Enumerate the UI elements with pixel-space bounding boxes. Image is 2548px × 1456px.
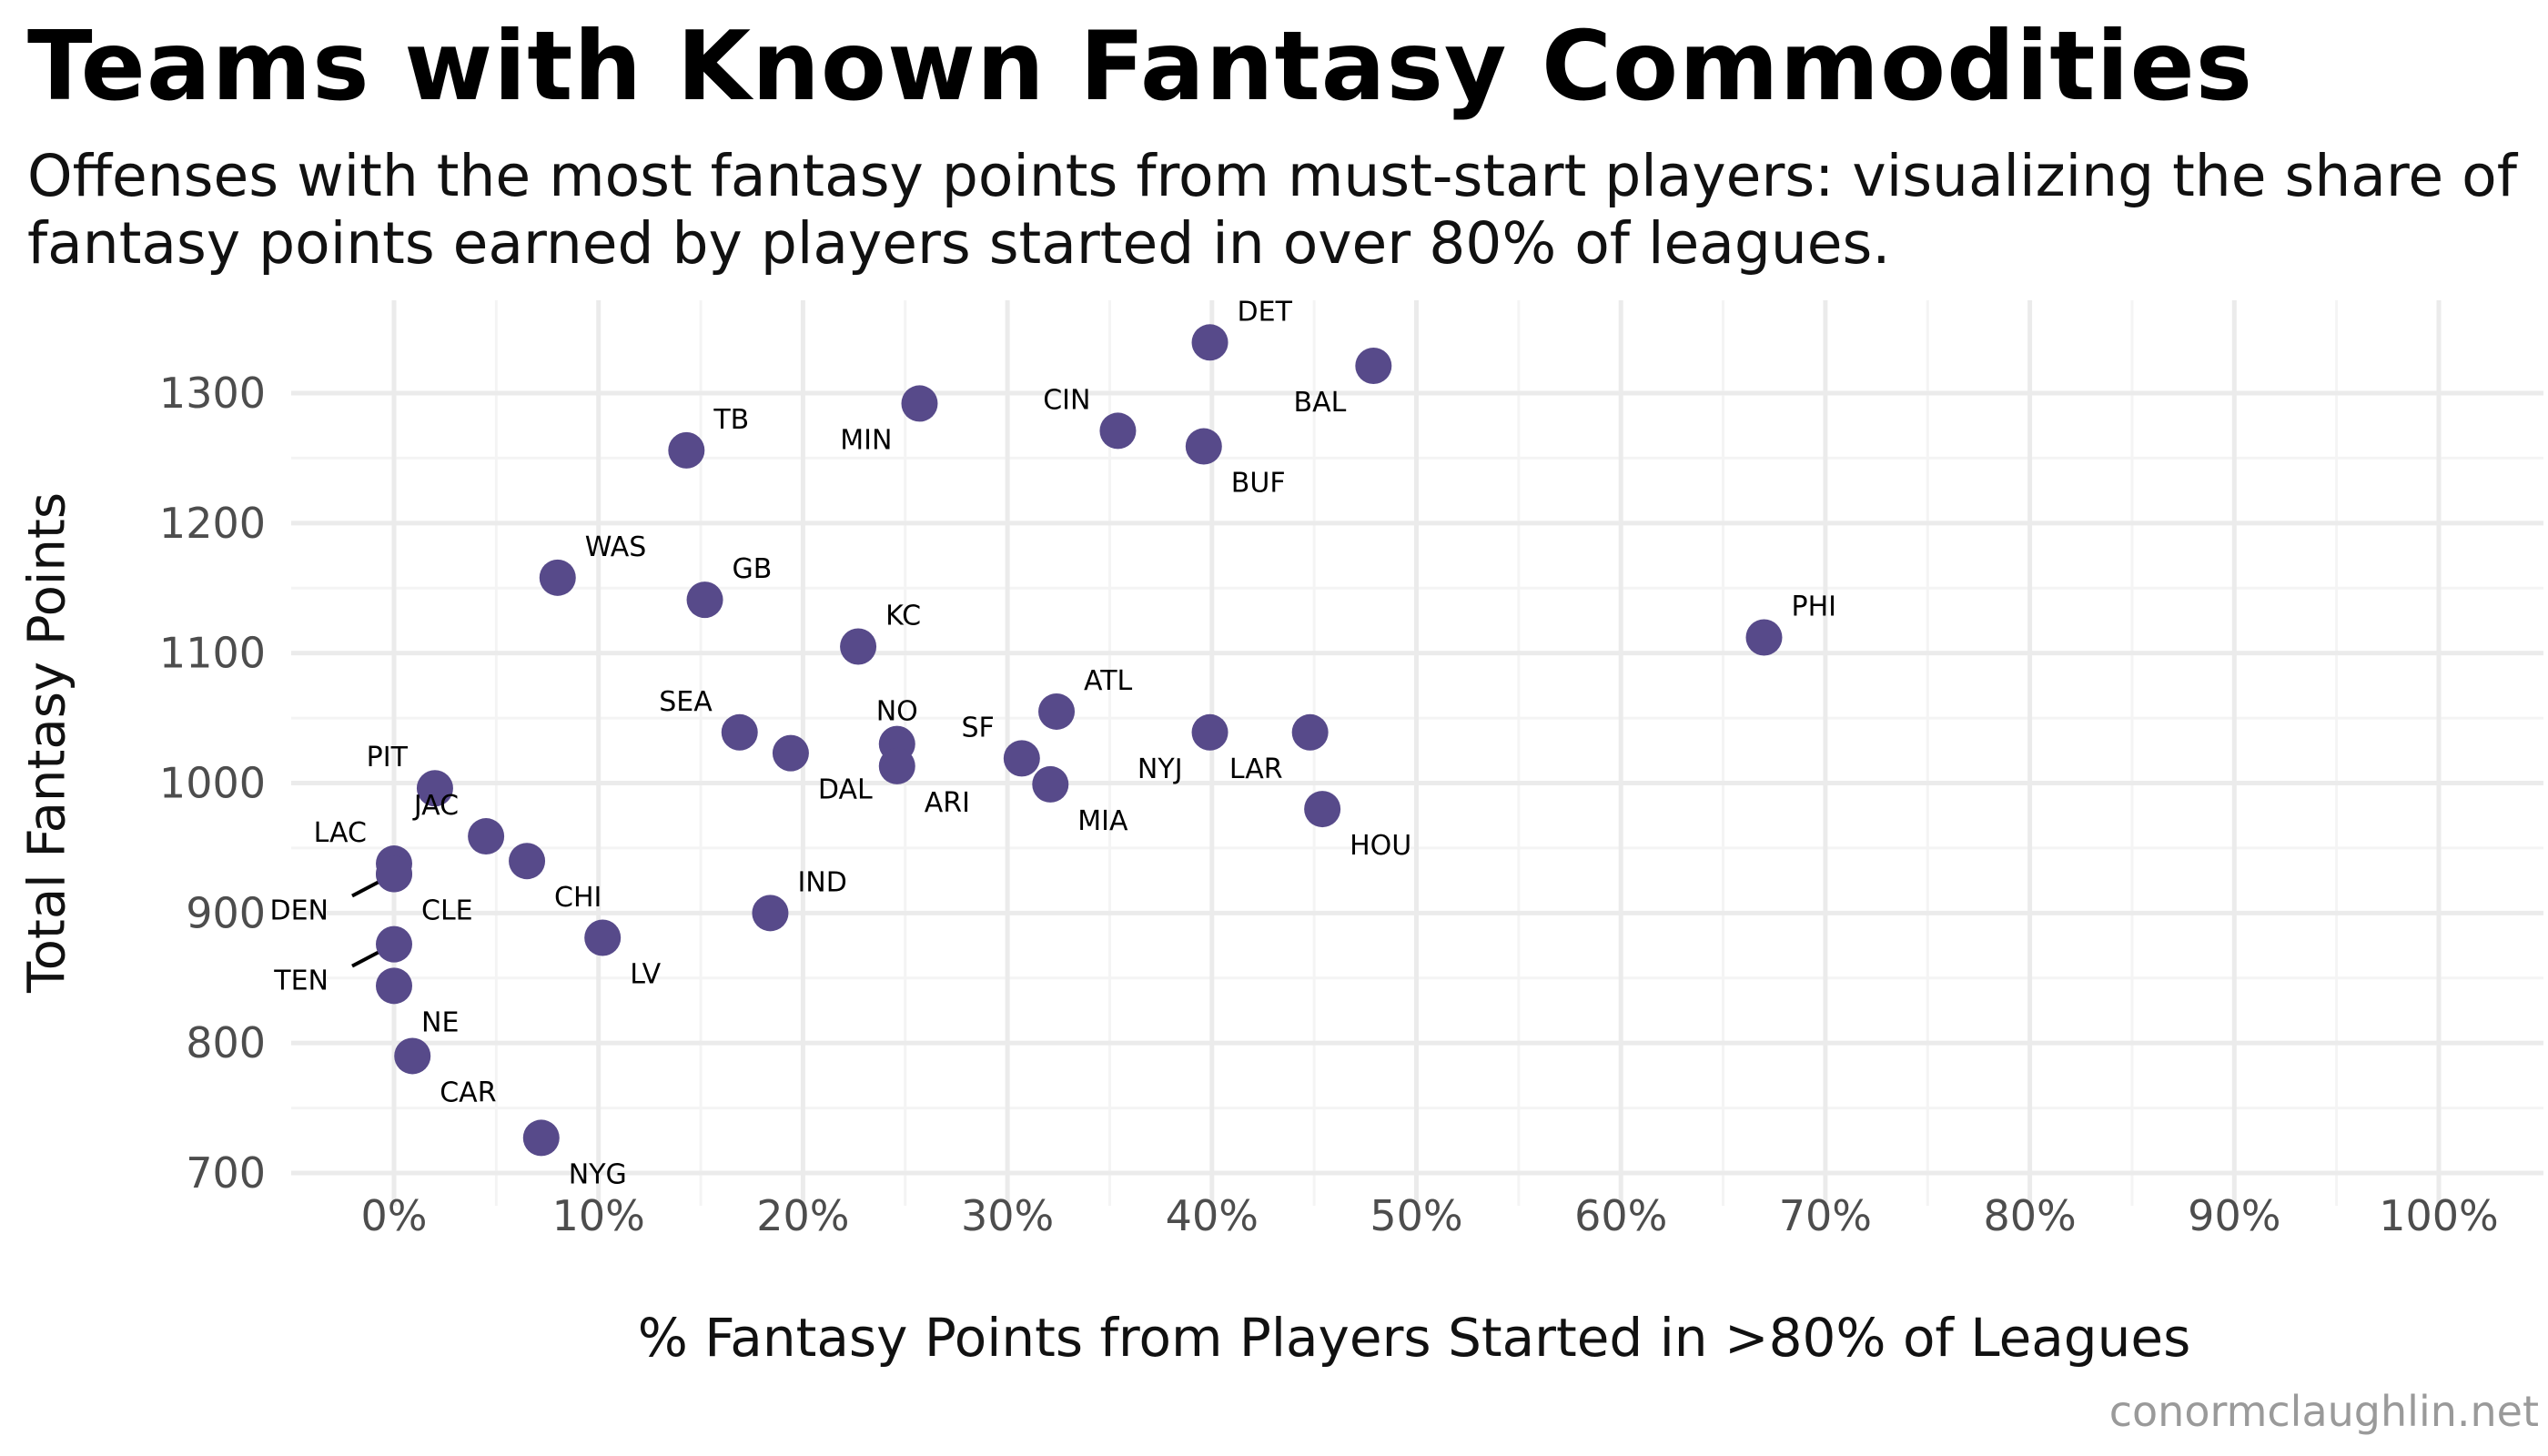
data-point-lar [1291, 713, 1329, 751]
data-label-lac: LAC [314, 817, 367, 849]
data-label-lv: LV [630, 958, 661, 990]
data-label-sf: SF [962, 712, 995, 743]
data-point-jac [468, 818, 505, 855]
x-tick-label: 80% [1983, 1191, 2076, 1240]
data-label-tb: TB [713, 404, 749, 436]
data-label-ari: ARI [925, 787, 970, 819]
data-label-car: CAR [440, 1077, 496, 1108]
data-point-ind [752, 895, 789, 932]
data-point-pit [416, 770, 453, 807]
data-label-det: DET [1238, 296, 1293, 328]
x-tick-label: 50% [1370, 1191, 1462, 1240]
data-point-car [394, 1037, 431, 1075]
y-tick-labels: 700 800 900 1000 1100 1200 1300 [159, 369, 266, 1198]
chart-title: Teams with Known Fantasy Commodities [27, 11, 2254, 122]
data-label-sea: SEA [659, 686, 713, 718]
data-label-dal: DAL [818, 774, 873, 806]
data-label-lar: LAR [1229, 753, 1283, 785]
data-label-hou: HOU [1350, 830, 1411, 862]
data-point-bal [1355, 348, 1392, 385]
data-point-buf [1185, 428, 1222, 465]
data-label-was: WAS [585, 531, 647, 563]
data-label-nyg: NYG [569, 1158, 627, 1190]
data-point-gb [686, 581, 723, 619]
y-tick-label: 900 [186, 888, 266, 937]
data-point-ne [376, 967, 412, 1005]
y-tick-label: 1000 [159, 759, 266, 808]
data-point-was [539, 559, 576, 596]
x-tick-label: 60% [1574, 1191, 1667, 1240]
data-point-hou [1304, 791, 1341, 828]
data-point-phi [1745, 619, 1783, 656]
data-label-gb: GB [733, 553, 773, 585]
data-point-cin [1099, 412, 1137, 450]
x-tick-label: 90% [2188, 1191, 2280, 1240]
data-label-min: MIN [840, 424, 892, 456]
y-tick-label: 1100 [159, 629, 266, 678]
data-label-pit: PIT [367, 742, 409, 774]
data-point-atl [1038, 693, 1076, 730]
data-label-no: NO [876, 696, 918, 728]
data-label-ten: TEN [273, 966, 329, 997]
data-label-atl: ATL [1084, 665, 1133, 697]
data-points [376, 324, 1783, 1157]
data-point-chi [509, 843, 546, 880]
data-point-sf [1003, 740, 1040, 777]
data-label-mia: MIA [1077, 805, 1128, 837]
data-label-bal: BAL [1293, 387, 1346, 419]
data-label-chi: CHI [554, 882, 602, 914]
data-label-ne: NE [421, 1006, 459, 1038]
x-tick-label: 40% [1166, 1191, 1259, 1240]
data-label-kc: KC [885, 601, 921, 632]
data-label-den: DEN [270, 895, 329, 926]
y-axis-label: Total Fantasy Points [17, 491, 77, 994]
data-point-det [1191, 324, 1228, 361]
grid-lines [291, 300, 2543, 1206]
x-tick-label: 0% [361, 1191, 428, 1240]
data-point-tb [668, 431, 705, 469]
data-label-nyj: NYJ [1138, 753, 1183, 785]
x-tick-label: 20% [756, 1191, 849, 1240]
data-label-cle: CLE [421, 895, 473, 926]
data-label-buf: BUF [1231, 468, 1286, 500]
x-tick-label: 100% [2379, 1191, 2499, 1240]
y-tick-label: 800 [186, 1018, 266, 1067]
data-point-ari [878, 747, 915, 784]
x-tick-label: 10% [552, 1191, 645, 1240]
x-tick-label: 70% [1779, 1191, 1872, 1240]
data-point-ten [376, 925, 412, 963]
y-tick-label: 700 [186, 1148, 266, 1198]
data-point-mia [1032, 765, 1069, 803]
y-tick-label: 1300 [159, 369, 266, 418]
data-label-phi: PHI [1791, 592, 1836, 623]
credit-text: conormclaughlin.net [2108, 1387, 2539, 1436]
data-point-cle [376, 855, 412, 893]
data-point-lv [584, 919, 622, 956]
data-label-jac: JAC [412, 790, 459, 822]
data-labels: DET BAL MIN CIN BUF TB WAS GB PHI KC ATL SEA NYJ LAR N… [270, 296, 1836, 1190]
x-tick-label: 30% [961, 1191, 1054, 1240]
data-point-min [901, 385, 938, 422]
data-point-nyg [522, 1119, 560, 1157]
x-tick-labels: 0% 10% 20% 30% 40% 50% 60% 70% 80% 90% 100% [361, 1191, 2499, 1240]
data-point-sea [721, 713, 758, 751]
data-point-nyj [1191, 713, 1228, 751]
x-axis-label: % Fantasy Points from Players Started in… [637, 1307, 2191, 1369]
data-label-cin: CIN [1043, 384, 1090, 416]
data-point-dal [772, 734, 809, 772]
data-label-ind: IND [797, 866, 846, 898]
chart-subtitle: Offenses with the most fantasy points fr… [27, 143, 2517, 277]
y-tick-label: 1200 [159, 499, 266, 548]
data-point-kc [840, 628, 877, 665]
